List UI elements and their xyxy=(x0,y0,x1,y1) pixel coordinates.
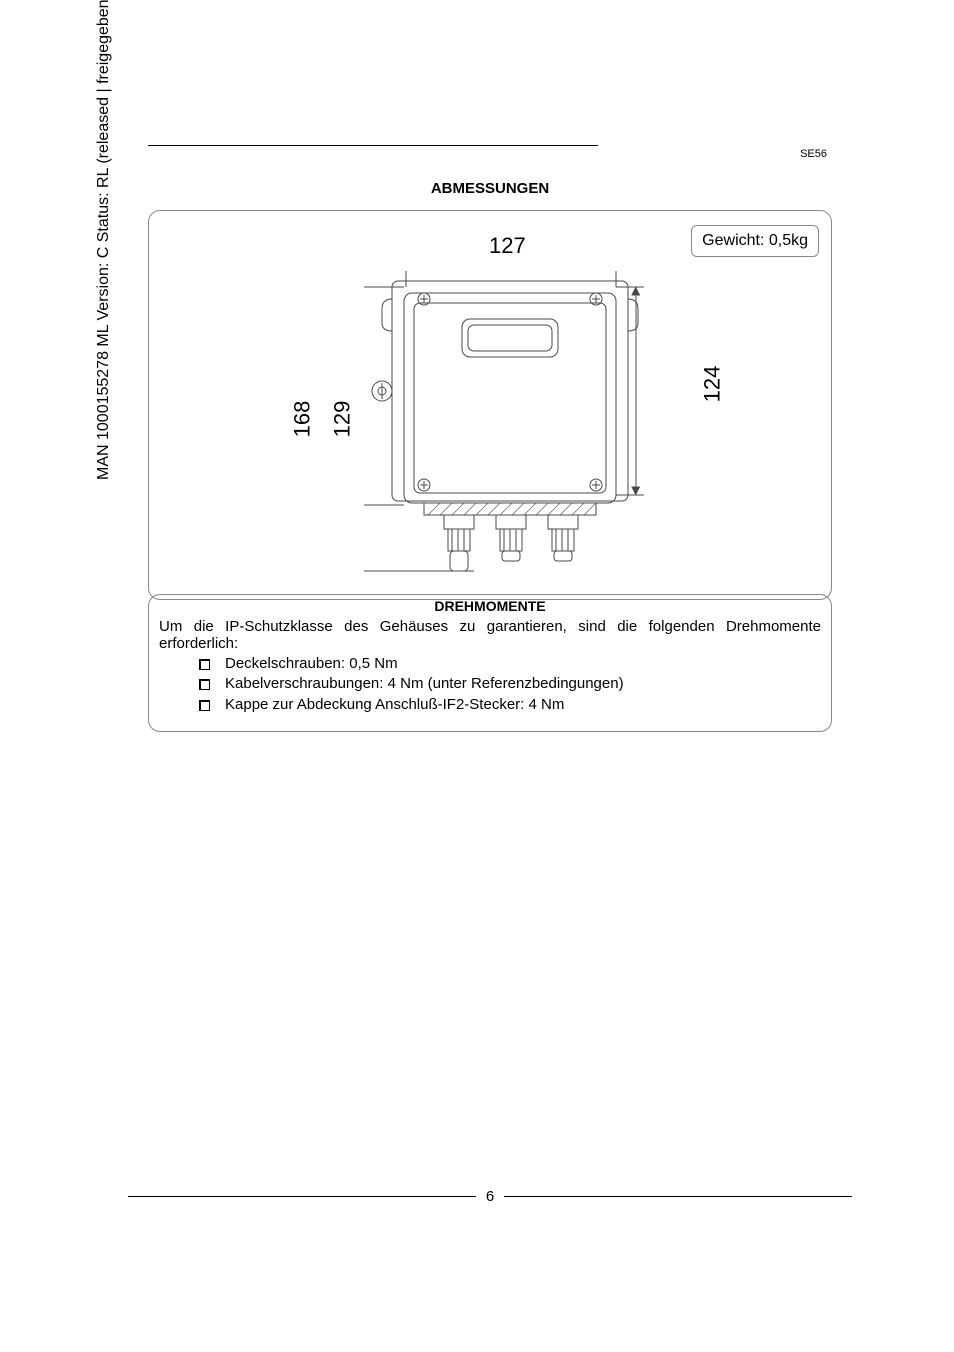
footer-rule-left xyxy=(128,1196,476,1197)
torque-list: Deckelschrauben: 0,5 Nm Kabelverschraubu… xyxy=(159,654,821,715)
dim-width: 127 xyxy=(489,233,526,259)
page-footer: 6 xyxy=(128,1188,852,1205)
header-rule xyxy=(148,145,598,146)
torque-intro: Um die IP-Schutzklasse des Gehäuses zu g… xyxy=(159,618,821,652)
dim-height-total: 168 xyxy=(289,401,315,438)
torque-item: Deckelschrauben: 0,5 Nm xyxy=(199,654,821,674)
torque-box: Um die IP-Schutzklasse des Gehäuses zu g… xyxy=(148,612,832,732)
footer-rule-right xyxy=(504,1196,852,1197)
section-title-abmessungen: ABMESSUNGEN xyxy=(148,180,832,197)
dim-height-outer: 129 xyxy=(329,401,355,438)
dim-height-housing: 124 xyxy=(700,366,726,403)
doc-meta-sidebar: MAN 1000155278 ML Version: C Status: RL … xyxy=(95,0,113,480)
torque-item: Kabelverschraubungen: 4 Nm (unter Refere… xyxy=(199,674,821,694)
torque-item: Kappe zur Abdeckung Anschluß-IF2-Stecker… xyxy=(199,695,821,715)
doc-code: SE56 xyxy=(800,148,827,160)
weight-label: Gewicht: 0,5kg xyxy=(691,225,819,257)
device-drawing xyxy=(364,271,684,601)
page-number: 6 xyxy=(486,1188,494,1205)
dimensions-figure-box: Gewicht: 0,5kg 127 124 168 129 xyxy=(148,210,832,600)
